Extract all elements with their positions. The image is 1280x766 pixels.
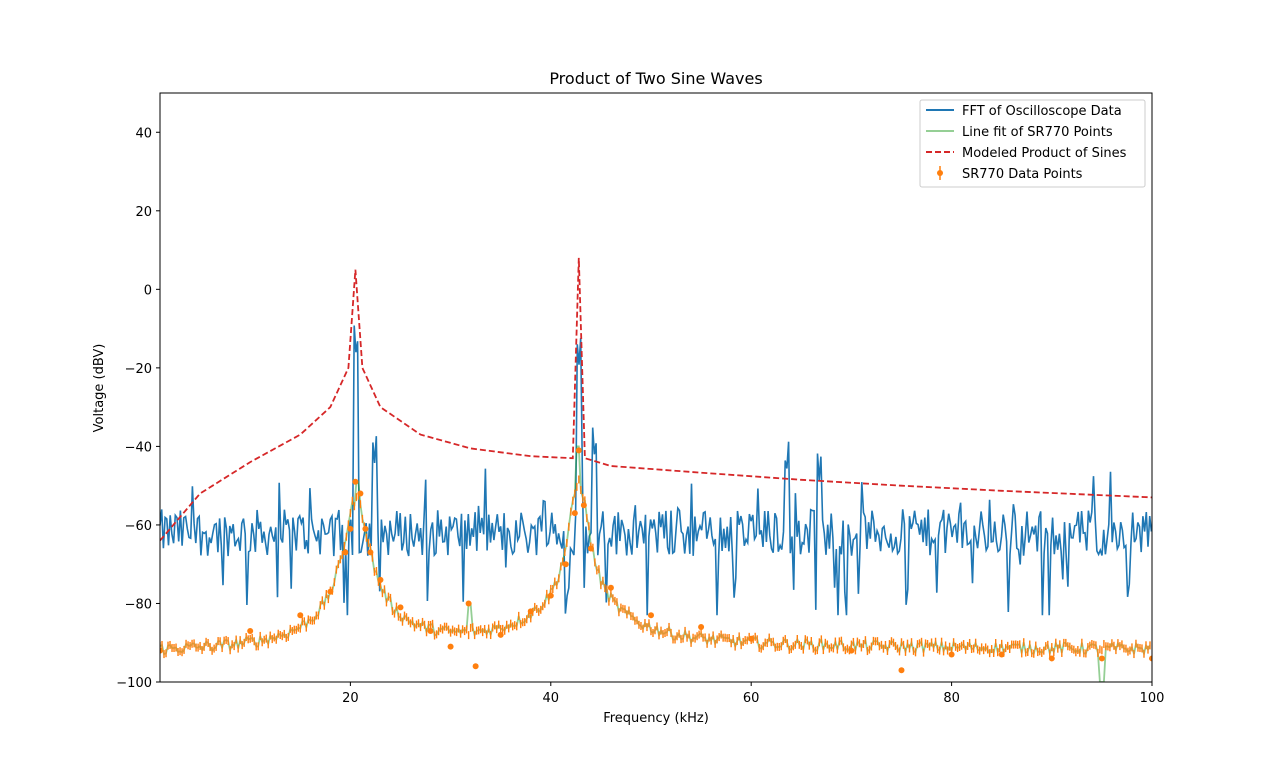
sr770-data-point [998, 651, 1005, 658]
sr770-data-point [948, 651, 955, 658]
sr770-data-point [377, 576, 384, 583]
sr770-data-point [898, 667, 905, 674]
legend: FFT of Oscilloscope Data Line fit of SR7… [919, 99, 1146, 188]
y-tick-label: −80 [125, 597, 152, 612]
y-tick-label: 0 [144, 283, 152, 298]
sr770-data-point [347, 525, 354, 532]
sr770-data-point [547, 592, 554, 599]
sr770-data-point [571, 510, 578, 517]
y-tick-label: −60 [125, 519, 152, 534]
sr770-data-point [342, 549, 349, 556]
y-tick-label: 20 [135, 205, 152, 220]
x-tick-label: 20 [342, 691, 359, 706]
x-tick-label: 40 [543, 691, 560, 706]
sr770-data-point [447, 643, 454, 650]
sr770-data-point [1048, 655, 1055, 662]
sr770-data-point [362, 525, 369, 532]
sr770-data-point [647, 612, 654, 619]
sr770-data-point [1149, 655, 1152, 662]
sr770-data-point [367, 549, 374, 556]
legend-label-sr770: SR770 Data Points [962, 167, 1083, 182]
x-tick-label: 100 [1140, 691, 1165, 706]
sr770-data-point [527, 608, 534, 615]
legend-swatch-sr770 [937, 166, 943, 180]
y-tick-label: −40 [125, 440, 152, 455]
chart-title: Product of Two Sine Waves [549, 69, 762, 88]
sr770-data-point [1098, 655, 1105, 662]
sr770-data-point [160, 647, 163, 654]
x-tick-label: 60 [743, 691, 760, 706]
sr770-data-point [748, 635, 755, 642]
sr770-data-point [580, 502, 587, 509]
legend-label-model: Modeled Product of Sines [962, 146, 1127, 161]
sr770-data-point [465, 600, 472, 607]
sr770-data-point [607, 584, 614, 591]
y-tick-label: −20 [125, 362, 152, 377]
sr770-data-point [587, 545, 594, 552]
y-tick-label: −100 [116, 676, 152, 691]
sr770-data-point [575, 447, 582, 454]
plot-frame [159, 92, 1153, 683]
x-axis-label: Frequency (kHz) [603, 711, 709, 726]
series-sr770-points [160, 447, 1152, 674]
sr770-data-point [327, 588, 334, 595]
series-model-line [160, 257, 1152, 542]
sr770-data-point [357, 490, 364, 497]
sr770-data-point [427, 627, 434, 634]
y-axis-label: Voltage (dBV) [92, 344, 107, 433]
sr770-data-point [247, 627, 254, 634]
sr770-data-point [562, 561, 569, 568]
legend-label-line-fit: Line fit of SR770 Points [962, 125, 1113, 140]
sr770-data-point [297, 612, 304, 619]
legend-label-fft: FFT of Oscilloscope Data [962, 104, 1122, 119]
sr770-data-point [397, 604, 404, 611]
sr770-data-point [352, 478, 359, 485]
x-tick-label: 80 [943, 691, 960, 706]
sr770-data-point [848, 647, 855, 654]
y-tick-label: 40 [135, 126, 152, 141]
series-fft-line [160, 325, 1152, 616]
sr770-data-point [472, 663, 479, 670]
sr770-data-point [497, 631, 504, 638]
sr770-data-point [698, 624, 705, 631]
